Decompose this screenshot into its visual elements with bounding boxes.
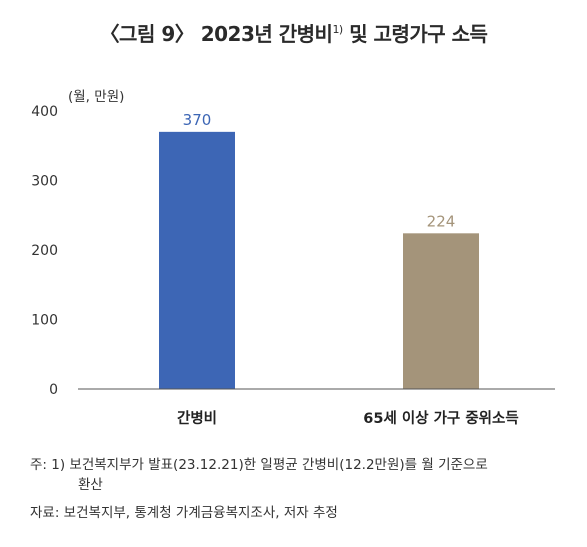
title-footnote-marker: 1) [332, 23, 343, 36]
bar-value-label-1: 370 [183, 111, 212, 129]
title-suffix: 및 고령가구 소득 [342, 22, 488, 46]
bar-value-label-2: 224 [427, 212, 456, 230]
x-axis-labels: 간병비 65세 이상 가구 중위소득 [177, 410, 519, 427]
footnote-line-2: 환산 [78, 477, 103, 493]
source-line: 자료: 보건복지부, 통계청 가계금융복지조사, 저자 추정 [30, 505, 338, 521]
y-tick-label: 100 [31, 313, 58, 329]
bar-chart: (월, 만원) 0 100 200 300 400 370 224 간병비 65세 이상 가… [31, 89, 555, 427]
bar-1 [159, 131, 235, 389]
bar-2 [403, 233, 479, 389]
footnote-line-1: 주: 1) 보건복지부가 발표(23.12.21)한 일평균 간병비(12.2만… [30, 457, 488, 473]
y-tick-label: 0 [49, 382, 58, 398]
chart-title: 〈그림 9〉 2023년 간병비1) 및 고령가구 소득 [0, 18, 587, 47]
bars: 370 224 [159, 111, 479, 389]
notes: 주: 1) 보건복지부가 발표(23.12.21)한 일평균 간병비(12.2만… [30, 455, 575, 523]
x-category-label-2: 65세 이상 가구 중위소득 [363, 410, 518, 427]
y-axis: 0 100 200 300 400 [31, 104, 58, 398]
title-main: 〈그림 9〉 2023년 간병비 [99, 22, 333, 46]
y-axis-unit-label: (월, 만원) [68, 89, 124, 105]
y-tick-label: 300 [31, 174, 58, 190]
y-tick-label: 200 [31, 243, 58, 259]
y-tick-label: 400 [31, 104, 58, 120]
x-category-label-1: 간병비 [177, 410, 217, 427]
